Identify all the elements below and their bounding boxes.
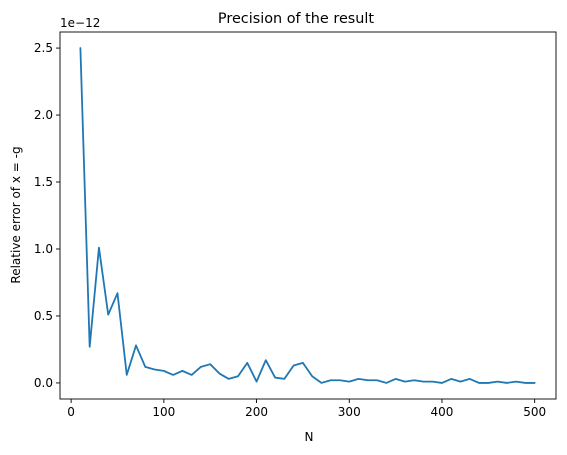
x-tick-label: 0 [67, 405, 75, 419]
y-tick-label: 2.0 [34, 108, 53, 122]
series-line [79, 47, 536, 384]
y-tick-label: 0.5 [34, 309, 53, 323]
y-tick-label: 1.5 [34, 175, 53, 189]
x-tick-label: 400 [431, 405, 454, 419]
axes-frame [59, 31, 557, 400]
plot-area: 0 100 200 300 400 500 0.0 0.5 1.0 1.5 2.0 2.5 [34, 31, 557, 419]
chart-title: Precision of the result [218, 11, 374, 27]
x-tick-label: 300 [338, 405, 361, 419]
x-tick-label: 100 [152, 405, 175, 419]
y-axis-offset-text: 1e−12 [60, 16, 100, 30]
y-axis-label: Relative error of x = -g [9, 146, 23, 283]
y-tick-label: 1.0 [34, 242, 53, 256]
x-axis-label: N [305, 430, 314, 444]
y-tick-label: 2.5 [34, 41, 53, 55]
y-tick-label: 0.0 [34, 376, 53, 390]
x-tick-label: 500 [523, 405, 546, 419]
x-tick-label: 200 [245, 405, 268, 419]
